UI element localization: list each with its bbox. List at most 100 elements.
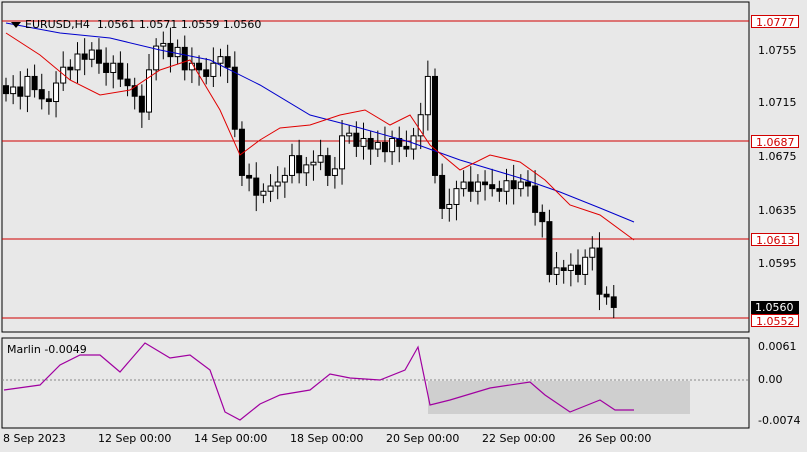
time-axis-label: 20 Sep 00:00 <box>386 432 460 445</box>
candle-body <box>446 203 453 209</box>
marlin-oscillator-line <box>3 342 634 421</box>
candle-body <box>303 164 310 174</box>
price-axis-label: 1.0595 <box>758 257 797 270</box>
candle-body <box>38 89 45 100</box>
indicator-title: Marlin -0.0049 <box>7 343 87 356</box>
candle-body <box>339 135 346 170</box>
candle-body <box>474 181 481 192</box>
candle-body <box>131 85 138 97</box>
candle-body <box>10 86 17 95</box>
candle-body <box>3 85 9 95</box>
ohlc-values: 1.0561 1.0571 1.0559 1.0560 <box>96 18 262 31</box>
price-tag-level-1: 1.0777 <box>751 15 799 29</box>
candle-body <box>389 137 396 153</box>
candle-body <box>45 98 52 103</box>
candle-body <box>489 184 496 190</box>
price-tag-level-2: 1.0687 <box>751 135 799 149</box>
candle-body <box>582 256 589 275</box>
candle-body <box>503 180 510 192</box>
price-axis-label: 1.0755 <box>758 44 797 57</box>
candle-body <box>124 78 131 87</box>
indicator-panel <box>1 337 750 429</box>
candle-body <box>117 62 124 80</box>
candle-body <box>146 69 152 113</box>
candle-body <box>260 190 267 196</box>
candle-body <box>60 66 67 84</box>
candle-body <box>181 46 188 71</box>
price-tag-level-3: 1.0613 <box>751 233 799 247</box>
candle-body <box>281 174 288 183</box>
candle-body <box>374 141 381 150</box>
time-axis-label: 8 Sep 2023 <box>3 432 66 445</box>
candle-body <box>324 155 331 176</box>
candle-body <box>532 185 539 213</box>
candle-body <box>210 62 217 77</box>
candle-body <box>331 168 338 176</box>
price-axis-label: 1.0675 <box>758 150 797 163</box>
candle-body <box>381 141 388 153</box>
candle-body <box>267 185 274 192</box>
candle-body <box>138 95 145 113</box>
candle-body <box>603 293 610 298</box>
symbol-label: EURUSD,H4 <box>25 18 90 31</box>
candle-body <box>253 177 260 196</box>
time-axis-label: 12 Sep 00:00 <box>98 432 172 445</box>
candle-body <box>167 42 174 58</box>
candle-body <box>217 56 224 64</box>
indicator-axis-label: 0.00 <box>758 373 783 386</box>
candle-body <box>539 211 546 223</box>
time-axis-label: 26 Sep 00:00 <box>578 432 652 445</box>
candle-body <box>432 75 438 176</box>
candle-body <box>160 42 167 47</box>
candle-body <box>360 137 367 147</box>
candle-body <box>517 181 524 190</box>
candle-body <box>274 181 281 187</box>
candle-body <box>417 114 424 137</box>
time-axis-label: 22 Sep 00:00 <box>482 432 556 445</box>
candle-body <box>367 137 374 150</box>
candles-group <box>3 27 617 318</box>
price-axis-label: 1.0635 <box>758 204 797 217</box>
candle-body <box>153 45 160 71</box>
candle-body <box>482 181 489 186</box>
candle-body <box>224 56 231 68</box>
candle-body <box>546 221 553 275</box>
candle-body <box>610 296 617 308</box>
candle-body <box>589 247 596 258</box>
candle-body <box>575 264 581 275</box>
dropdown-triangle-icon[interactable] <box>11 22 21 28</box>
candle-body <box>439 174 446 209</box>
candle-body <box>88 49 95 60</box>
candle-body <box>317 155 324 163</box>
price-panel <box>1 1 750 333</box>
candle-body <box>596 247 603 295</box>
candle-body <box>238 128 245 176</box>
candle-body <box>95 49 102 64</box>
candle-body <box>31 75 38 91</box>
price-tag-current: 1.0560 <box>751 301 799 314</box>
candle-body <box>310 161 317 166</box>
candle-body <box>467 181 474 192</box>
candle-body <box>81 53 88 60</box>
candle-body <box>24 75 31 97</box>
candle-body <box>231 66 238 130</box>
candle-body <box>524 181 531 187</box>
candle-body <box>67 66 74 71</box>
indicator-axis-label: -0.0074 <box>758 414 801 427</box>
candle-body <box>103 62 110 73</box>
candle-body <box>510 180 517 190</box>
candle-body <box>567 264 574 271</box>
indicator-highlight-zone <box>428 381 690 414</box>
candle-body <box>346 132 353 137</box>
candle-body <box>353 132 360 147</box>
candle-body <box>289 155 295 176</box>
candle-body <box>560 267 567 271</box>
candle-body <box>296 155 303 174</box>
indicator-axis-label: 0.0061 <box>758 340 797 353</box>
price-tag-level-4: 1.0552 <box>751 314 799 328</box>
candle-body <box>453 188 460 205</box>
time-axis-label: 18 Sep 00:00 <box>290 432 364 445</box>
candle-body <box>403 145 410 150</box>
candle-body <box>174 46 181 58</box>
